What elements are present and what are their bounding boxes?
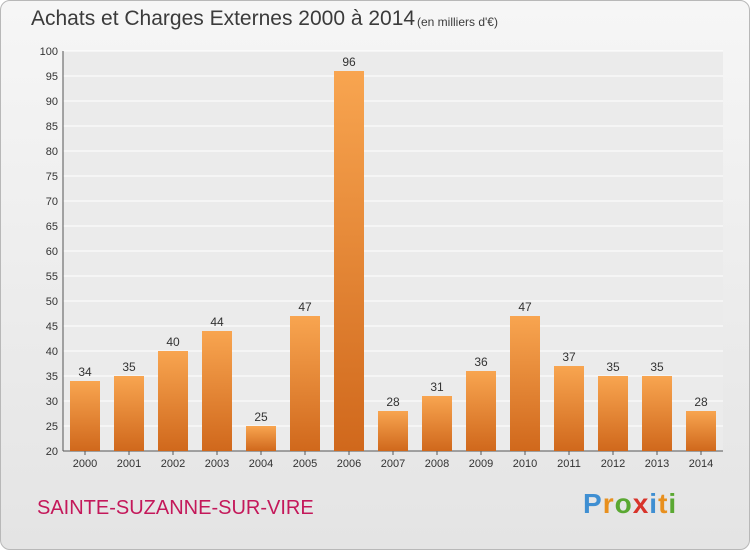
bar-value-label: 96	[342, 55, 356, 69]
x-tick-label: 2000	[73, 458, 97, 470]
logo-letter: t	[658, 488, 669, 519]
y-tick-label: 50	[46, 296, 58, 308]
y-tick-label: 95	[46, 71, 58, 83]
bar	[466, 371, 496, 451]
x-tick-label: 2010	[513, 458, 537, 470]
y-tick-label: 65	[46, 221, 58, 233]
bar	[334, 71, 364, 451]
bar-value-label: 44	[210, 315, 224, 329]
bar	[686, 411, 716, 451]
y-tick-label: 70	[46, 196, 58, 208]
bar-value-label: 36	[474, 355, 488, 369]
bar	[554, 366, 584, 451]
logo-letter: i	[668, 488, 678, 519]
logo-letter: P	[583, 488, 603, 519]
x-tick-label: 2013	[645, 458, 669, 470]
chart-title: Achats et Charges Externes 2000 à 2014	[31, 7, 416, 30]
bar	[114, 376, 144, 451]
y-tick-label: 100	[40, 46, 58, 58]
y-tick-label: 30	[46, 396, 58, 408]
bar-value-label: 35	[606, 360, 620, 374]
logo-letter: r	[602, 488, 615, 519]
commune-name: SAINTE-SUZANNE-SUR-VIRE	[37, 497, 314, 519]
x-tick-label: 2004	[249, 458, 273, 470]
bar-value-label: 34	[78, 365, 92, 379]
bar-value-label: 35	[650, 360, 664, 374]
bar-value-label: 47	[518, 300, 532, 314]
chart-subtitle: (en milliers d'€)	[417, 15, 498, 29]
y-tick-label: 25	[46, 421, 58, 433]
x-tick-label: 2012	[601, 458, 625, 470]
bar-value-label: 37	[562, 350, 576, 364]
x-tick-label: 2002	[161, 458, 185, 470]
y-tick-label: 40	[46, 346, 58, 358]
bar-value-label: 28	[386, 395, 400, 409]
x-tick-label: 2008	[425, 458, 449, 470]
y-tick-label: 80	[46, 146, 58, 158]
x-tick-label: 2006	[337, 458, 361, 470]
y-tick-label: 55	[46, 271, 58, 283]
bar	[422, 396, 452, 451]
bar	[642, 376, 672, 451]
proxiti-logo: Proxiti	[583, 488, 677, 520]
bar-value-label: 31	[430, 380, 444, 394]
x-tick-label: 2003	[205, 458, 229, 470]
y-tick-label: 60	[46, 246, 58, 258]
x-tick-label: 2007	[381, 458, 405, 470]
y-tick-label: 75	[46, 171, 58, 183]
x-tick-label: 2009	[469, 458, 493, 470]
x-tick-label: 2011	[557, 458, 581, 470]
bar-value-label: 25	[254, 410, 268, 424]
bar	[510, 316, 540, 451]
y-tick-label: 90	[46, 96, 58, 108]
y-tick-label: 85	[46, 121, 58, 133]
logo-letter: x	[632, 488, 650, 519]
bar	[246, 426, 276, 451]
bar-value-label: 40	[166, 335, 180, 349]
bar	[158, 351, 188, 451]
bar-value-label: 28	[694, 395, 708, 409]
x-tick-label: 2001	[117, 458, 141, 470]
bar-value-label: 47	[298, 300, 312, 314]
bar	[290, 316, 320, 451]
bar	[378, 411, 408, 451]
y-tick-label: 35	[46, 371, 58, 383]
logo-letter: i	[649, 488, 659, 519]
y-tick-label: 20	[46, 446, 58, 458]
bar	[70, 381, 100, 451]
x-tick-label: 2014	[689, 458, 713, 470]
bar	[202, 331, 232, 451]
logo-letter: o	[614, 488, 633, 519]
bar-value-label: 35	[122, 360, 136, 374]
x-tick-label: 2005	[293, 458, 317, 470]
y-tick-label: 45	[46, 321, 58, 333]
bar	[598, 376, 628, 451]
